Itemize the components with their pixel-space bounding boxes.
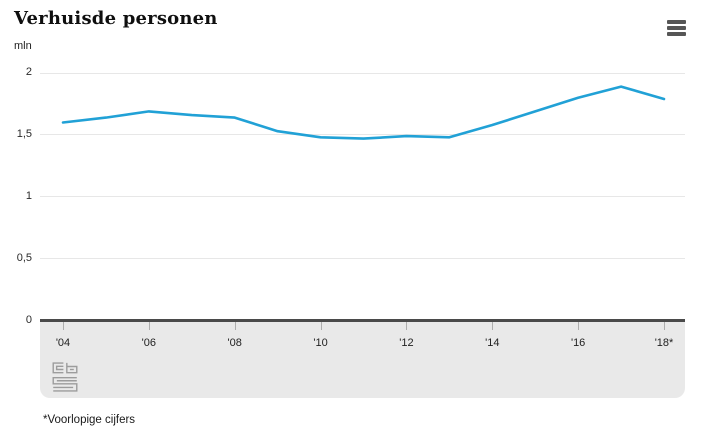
x-axis-zero-line bbox=[40, 319, 685, 322]
x-axis-tick bbox=[234, 322, 236, 330]
gridline bbox=[40, 196, 685, 198]
chart-menu-button[interactable] bbox=[667, 19, 687, 37]
x-axis-band bbox=[40, 322, 685, 398]
x-axis-tick bbox=[406, 322, 408, 330]
x-axis-tick bbox=[63, 322, 64, 330]
chart-title: Verhuisde personen bbox=[14, 8, 218, 29]
gridline bbox=[40, 134, 685, 136]
y-axis-label: 1,5 bbox=[16, 127, 32, 140]
x-axis-label: '06 bbox=[141, 337, 157, 349]
x-axis-label: '18* bbox=[654, 337, 674, 349]
data-line-verhuisde-personen bbox=[61, 85, 666, 140]
gridline bbox=[40, 258, 685, 260]
y-axis-unit-label: mln bbox=[14, 40, 32, 52]
x-axis-label: '08 bbox=[227, 337, 242, 349]
y-axis-label: 2 bbox=[25, 66, 32, 78]
x-axis-label: '12 bbox=[399, 337, 414, 349]
x-axis-label: '16 bbox=[570, 337, 586, 349]
x-axis-label: '14 bbox=[485, 337, 500, 349]
x-axis-tick bbox=[492, 322, 494, 330]
gridline bbox=[40, 72, 685, 74]
x-axis-tick bbox=[578, 322, 580, 330]
y-axis-label: 0 bbox=[25, 313, 32, 326]
x-axis-tick bbox=[664, 322, 665, 330]
cbs-logo-icon bbox=[52, 362, 78, 392]
x-axis-tick bbox=[320, 322, 322, 330]
x-axis-tick bbox=[148, 322, 150, 330]
x-axis-label: '10 bbox=[313, 337, 328, 349]
y-axis-label: 1 bbox=[25, 189, 32, 202]
x-axis-label: '04 bbox=[55, 337, 71, 349]
y-axis-label: 0,5 bbox=[16, 251, 32, 264]
footnote: *Voorlopige cijfers bbox=[43, 414, 136, 426]
